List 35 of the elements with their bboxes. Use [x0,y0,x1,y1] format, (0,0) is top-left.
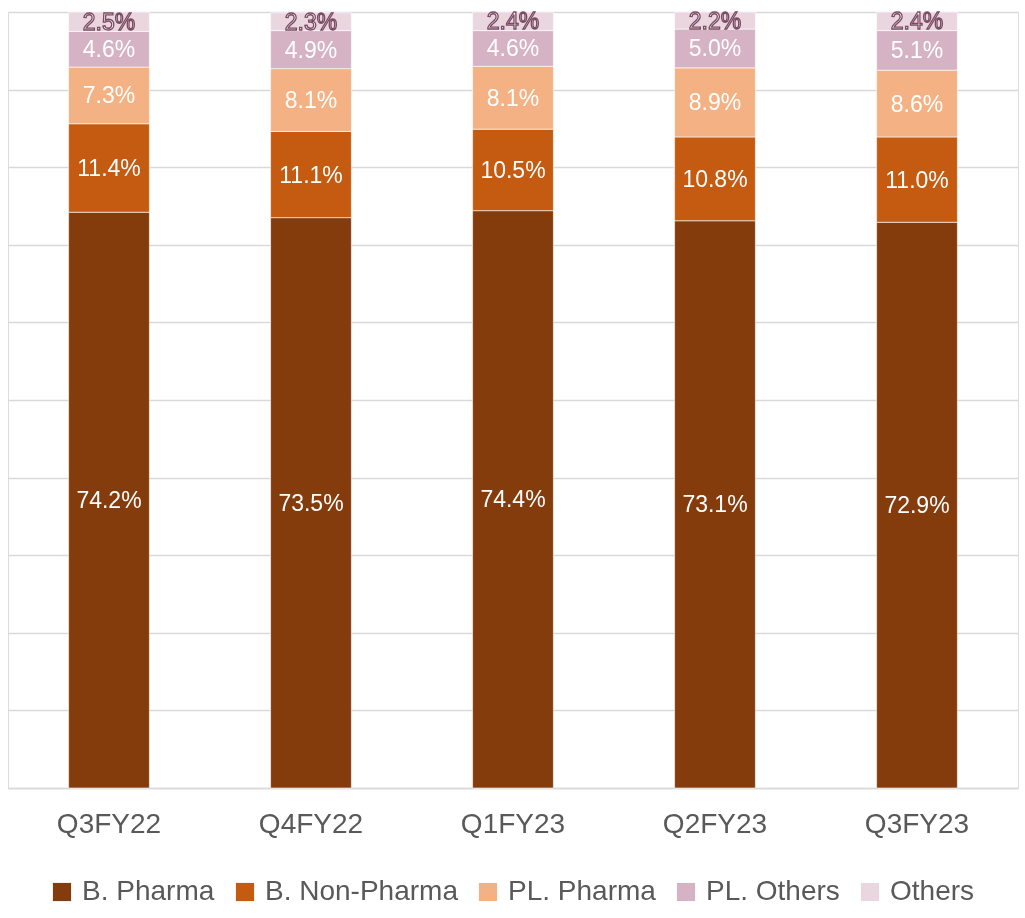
data-label: 11.4% [77,154,141,181]
data-label: 2.4% [486,8,540,35]
legend-label: Others [890,875,975,906]
data-label: 11.1% [279,161,343,188]
data-label: 8.6% [890,90,944,117]
data-label: 7.3% [82,82,136,109]
legend-label: PL. Pharma [508,875,657,906]
data-label: 73.1% [682,491,748,518]
data-label: 74.2% [76,487,142,514]
legend-label: PL. Others [706,875,840,906]
data-label: 10.5% [480,156,546,183]
data-label: 73.5% [278,489,344,516]
data-label: 2.5% [82,8,136,35]
data-label: 11.0% [885,166,949,193]
data-label: 2.3% [284,8,338,35]
data-label: 2.2% [688,7,742,34]
data-label: 5.1% [890,37,944,64]
data-label: 5.0% [688,35,742,62]
x-tick-label: Q3FY23 [864,807,970,839]
data-label: 4.6% [486,35,540,62]
data-label: 8.9% [688,89,742,116]
data-label: 8.1% [486,84,540,111]
x-tick-label: Q2FY23 [662,807,768,839]
x-tick-label: Q3FY22 [56,807,162,839]
legend-label: B. Pharma [82,875,215,906]
data-label: 74.4% [480,486,546,513]
data-label: 4.6% [82,36,136,63]
data-label: 72.9% [884,492,950,519]
data-label: 10.8% [682,165,748,192]
data-label: 8.1% [284,87,338,114]
data-label: 2.4% [890,8,944,35]
legend-label: B. Non-Pharma [265,875,459,906]
x-tick-label: Q4FY22 [258,807,364,839]
x-tick-label: Q1FY23 [460,807,566,839]
data-label: 4.9% [284,36,338,63]
